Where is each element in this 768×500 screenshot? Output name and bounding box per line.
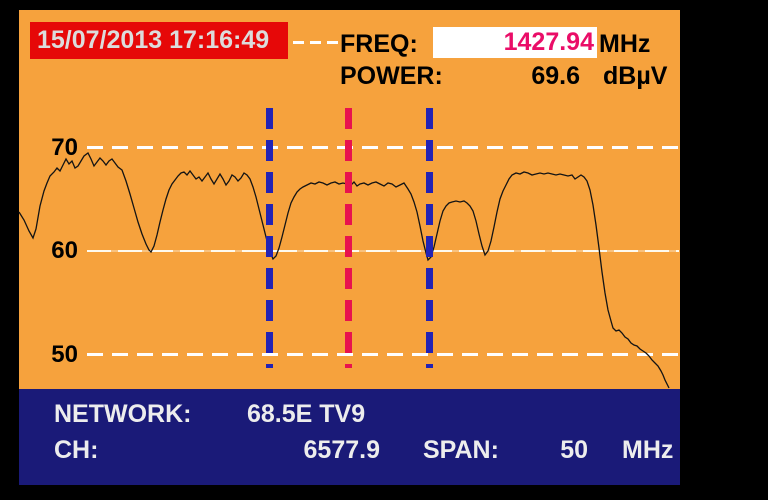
gridline-70 <box>87 146 679 149</box>
power-value: 69.6 <box>531 62 580 90</box>
span-value: 50 <box>560 436 588 464</box>
freq-value: 1427.94 <box>503 28 594 56</box>
marker-blue-right <box>426 108 433 368</box>
marker-center-red <box>345 108 352 368</box>
ytick-60: 60 <box>51 237 78 264</box>
power-unit: dBµV <box>603 62 668 90</box>
datetime-text: 15/07/2013 17:16:49 <box>37 26 270 54</box>
freq-label: FREQ: <box>340 30 418 58</box>
span-unit: MHz <box>622 436 674 464</box>
marker-blue-left <box>266 108 273 368</box>
ytick-50: 50 <box>51 341 78 368</box>
ytick-70: 70 <box>51 134 78 161</box>
gridline-60 <box>87 250 679 252</box>
channel-label: CH: <box>54 436 99 464</box>
span-label: SPAN: <box>423 436 499 464</box>
info-bar <box>19 389 680 485</box>
freq-value-field: 1427.94 <box>433 27 597 58</box>
freq-unit: MHz <box>599 30 651 58</box>
network-label: NETWORK: <box>54 400 192 428</box>
datetime-badge: 15/07/2013 17:16:49 <box>30 22 288 59</box>
dash-connector <box>293 41 339 44</box>
channel-value: 6577.9 <box>303 436 380 464</box>
gridline-50 <box>87 353 679 356</box>
power-label: POWER: <box>340 62 443 90</box>
network-value: 68.5E TV9 <box>247 400 366 428</box>
